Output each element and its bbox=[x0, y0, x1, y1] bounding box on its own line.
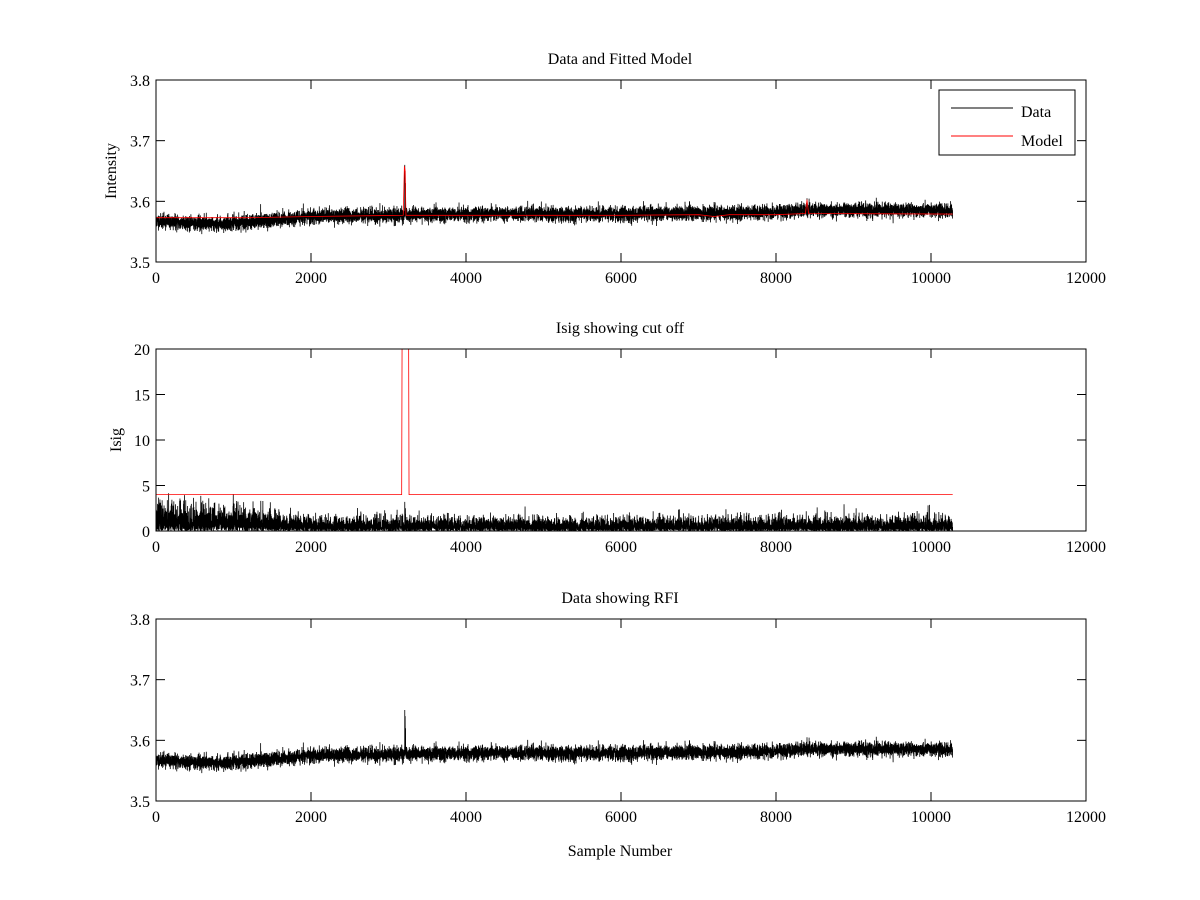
panel1-series-model bbox=[156, 166, 953, 219]
panel-data-and-fitted-model: Data and Fitted Model Intensity 0 2000 400… bbox=[103, 51, 1106, 287]
panel3-title: Data showing RFI bbox=[561, 590, 678, 607]
panel1-xtick-label: 6000 bbox=[605, 270, 637, 287]
panel2-xtick-label: 4000 bbox=[450, 539, 482, 556]
panel1-series bbox=[156, 164, 954, 235]
panel2-xtick-label: 12000 bbox=[1066, 539, 1106, 556]
panel1-xtick-label: 4000 bbox=[450, 270, 482, 287]
panel-data-showing-rfi: Data showing RFI Sample Number 0 2000 4000… bbox=[130, 590, 1106, 860]
panel2-xtick-label: 10000 bbox=[911, 539, 951, 556]
panel3-xtick-label: 2000 bbox=[295, 809, 327, 826]
panel1-title: Data and Fitted Model bbox=[548, 51, 693, 68]
legend-box bbox=[938, 89, 1076, 156]
panel1-ytick-label: 3.6 bbox=[130, 194, 150, 211]
panel1-ytick-label: 3.7 bbox=[130, 134, 150, 151]
legend-data-label: Data bbox=[1021, 104, 1051, 121]
panel3-xtick-label: 10000 bbox=[911, 809, 951, 826]
panel1-ytick-label: 3.5 bbox=[130, 255, 150, 272]
panel3-xtick-label: 0 bbox=[152, 809, 160, 826]
panel3-ytick-label: 3.6 bbox=[130, 733, 150, 750]
panel2-ylabel: Isig bbox=[108, 428, 125, 452]
panel2-ytick-label: 15 bbox=[134, 388, 150, 405]
panel3-ytick-label: 3.5 bbox=[130, 794, 150, 811]
panel3-ytick-label: 3.7 bbox=[130, 673, 150, 690]
panel1-plot-area: 0 2000 4000 6000 8000 10000 12000 3.5 3.6 3.7 3.8 bbox=[130, 73, 1106, 287]
panel2-xtick-label: 6000 bbox=[605, 539, 637, 556]
panel1-xtick-label: 0 bbox=[152, 270, 160, 287]
panel2-series-cut-off bbox=[156, 349, 953, 495]
panel1-ylabel: Intensity bbox=[103, 143, 120, 199]
panel1-xtick-label: 12000 bbox=[1066, 270, 1106, 287]
panel3-xtick-label: 12000 bbox=[1066, 809, 1106, 826]
panel2-xtick-label: 0 bbox=[152, 539, 160, 556]
panel3-plot-area: 0 2000 4000 6000 8000 10000 12000 3.5 3.6 3.7 3.8 bbox=[130, 612, 1106, 826]
panel3-series-data bbox=[156, 709, 954, 774]
panel1-xtick-label: 10000 bbox=[911, 270, 951, 287]
panel3-ytick-label: 3.8 bbox=[130, 612, 150, 629]
panel2-ytick-label: 20 bbox=[134, 342, 150, 359]
panel1-series-data bbox=[156, 164, 954, 235]
panel3-xtick-label: 4000 bbox=[450, 809, 482, 826]
panel1-legend: Data Model bbox=[938, 89, 1076, 156]
panel2-xtick-label: 2000 bbox=[295, 539, 327, 556]
panel2-xtick-label: 8000 bbox=[760, 539, 792, 556]
panel2-plot-area: 0 2000 4000 6000 8000 10000 12000 0 5 10 15 20 bbox=[134, 342, 1106, 556]
panel1-ytick-label: 3.8 bbox=[130, 73, 150, 90]
panel3-xtick-label: 6000 bbox=[605, 809, 637, 826]
legend-model-label: Model bbox=[1021, 133, 1063, 150]
panel2-ytick-label: 5 bbox=[142, 479, 150, 496]
panel1-xtick-label: 2000 bbox=[295, 270, 327, 287]
panel2-ytick-label: 10 bbox=[134, 433, 150, 450]
panel2-ytick-label: 0 bbox=[142, 524, 150, 541]
panel-isig-showing-cut-off: Isig showing cut off Isig 0 2000 4000 6000 8… bbox=[108, 320, 1106, 556]
panel3-xlabel: Sample Number bbox=[568, 843, 673, 860]
panel3-xtick-label: 8000 bbox=[760, 809, 792, 826]
panel3-series bbox=[156, 709, 954, 774]
panel1-xtick-label: 8000 bbox=[760, 270, 792, 287]
panel2-title: Isig showing cut off bbox=[556, 320, 685, 337]
